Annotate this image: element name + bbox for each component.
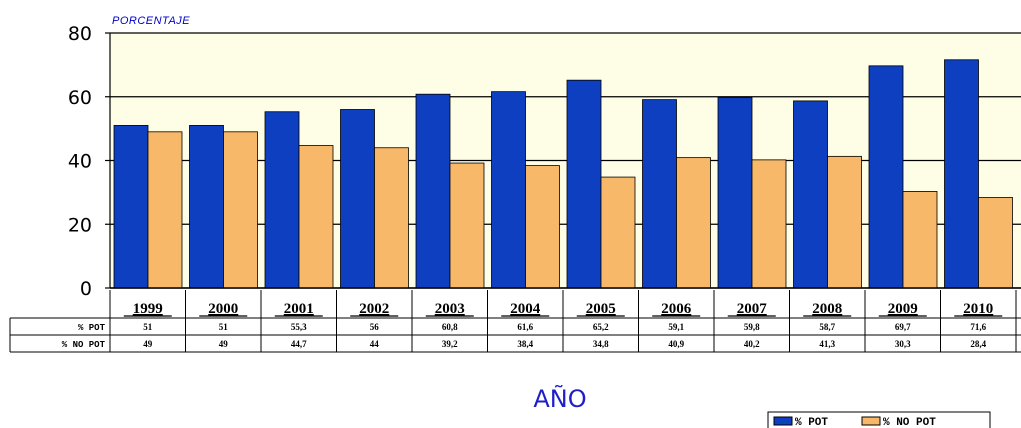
bar-no-pot xyxy=(525,165,560,289)
y-tick-label: 20 xyxy=(68,214,92,236)
table-cell: 71,6 xyxy=(970,322,986,332)
table-cell: 41,3 xyxy=(819,339,835,349)
table-cell: 60,8 xyxy=(442,322,458,332)
bar-pot xyxy=(113,125,149,289)
bar-pot xyxy=(189,125,224,289)
table-cell: 49 xyxy=(143,339,153,349)
bar-pot xyxy=(340,109,375,289)
table-cell: 40,9 xyxy=(668,339,684,349)
x-tick-label: 2001 xyxy=(284,301,314,317)
legend: % POT % NO POT xyxy=(767,411,991,428)
x-tick-label: 2003 xyxy=(435,301,465,317)
bar-pot xyxy=(793,100,828,289)
table-cell: 51 xyxy=(219,322,229,332)
table-cell: 38,4 xyxy=(517,339,533,349)
x-tick-label: 1999 xyxy=(133,301,163,317)
table-cell: 30,3 xyxy=(895,339,911,349)
x-tick-label: 2000 xyxy=(208,301,238,317)
legend-swatch-pot xyxy=(773,416,793,426)
bars xyxy=(113,59,1013,289)
bar-pot xyxy=(642,99,677,289)
table-cell: 28,4 xyxy=(970,339,986,349)
bar-no-pot xyxy=(374,147,409,289)
legend-label-no-pot: % NO POT xyxy=(883,417,936,428)
bar-pot xyxy=(944,59,979,289)
y-tick-label: 0 xyxy=(80,278,92,300)
x-tick-label: 2009 xyxy=(888,301,918,317)
bar-no-pot xyxy=(676,157,711,289)
x-tick-label: 2004 xyxy=(510,301,541,317)
y-tick-labels: 0 20 40 60 80 xyxy=(68,23,92,300)
bar-pot xyxy=(415,93,451,289)
table-cell: 59,8 xyxy=(744,322,760,332)
bar-no-pot xyxy=(449,162,485,289)
bar-pot xyxy=(491,91,526,289)
table-cell: 56 xyxy=(370,322,380,332)
x-axis-label: AÑO xyxy=(533,383,586,413)
bar-pot xyxy=(717,96,753,289)
legend-label-pot: % POT xyxy=(795,417,828,428)
y-tick-label: 60 xyxy=(68,87,92,109)
bar-pot xyxy=(264,111,300,289)
bar-no-pot xyxy=(600,176,636,289)
bar-no-pot xyxy=(978,197,1013,289)
legend-swatch-no-pot xyxy=(861,416,881,426)
table-cell: 49 xyxy=(219,339,229,349)
x-tick-label: 2008 xyxy=(812,301,842,317)
bar-pot xyxy=(566,79,602,289)
table-cell: 51 xyxy=(143,322,153,332)
table-cell: 61,6 xyxy=(517,322,533,332)
bar-no-pot xyxy=(902,191,938,289)
x-tick-label: 2002 xyxy=(359,301,389,317)
y-tick-label: 80 xyxy=(68,23,92,45)
table-cell: 69,7 xyxy=(895,322,911,332)
data-table: 1999 2000 2001 2002 2003 2004 2005 2006 2007 2008… xyxy=(9,290,1021,353)
bar-pot xyxy=(868,65,904,289)
x-tick-label: 2007 xyxy=(737,301,768,317)
x-tick-label: 2005 xyxy=(586,301,616,317)
x-tick-label: 2006 xyxy=(661,301,692,317)
table-cell: 44,7 xyxy=(291,339,307,349)
bar-no-pot xyxy=(147,131,183,289)
table-cell: 39,2 xyxy=(442,339,458,349)
table-cell: 44 xyxy=(370,339,380,349)
table-row-label: % NO POT xyxy=(62,340,106,350)
table-cell: 58,7 xyxy=(819,322,835,332)
table-cell: 65,2 xyxy=(593,322,609,332)
bar-no-pot xyxy=(223,131,258,289)
table-cell: 34,8 xyxy=(593,339,609,349)
table-cell: 40,2 xyxy=(744,339,760,349)
x-tick-label: 2010 xyxy=(963,301,993,317)
y-tick-label: 40 xyxy=(68,151,92,173)
table-row-label: % POT xyxy=(78,323,106,333)
bar-no-pot xyxy=(751,159,787,289)
table-cell: 59,1 xyxy=(668,322,684,332)
y-axis-label: PORCENTAJE xyxy=(112,15,190,27)
table-cell: 55,3 xyxy=(291,322,307,332)
axes xyxy=(105,32,1021,289)
bar-no-pot xyxy=(298,145,334,289)
bar-no-pot xyxy=(827,155,862,289)
